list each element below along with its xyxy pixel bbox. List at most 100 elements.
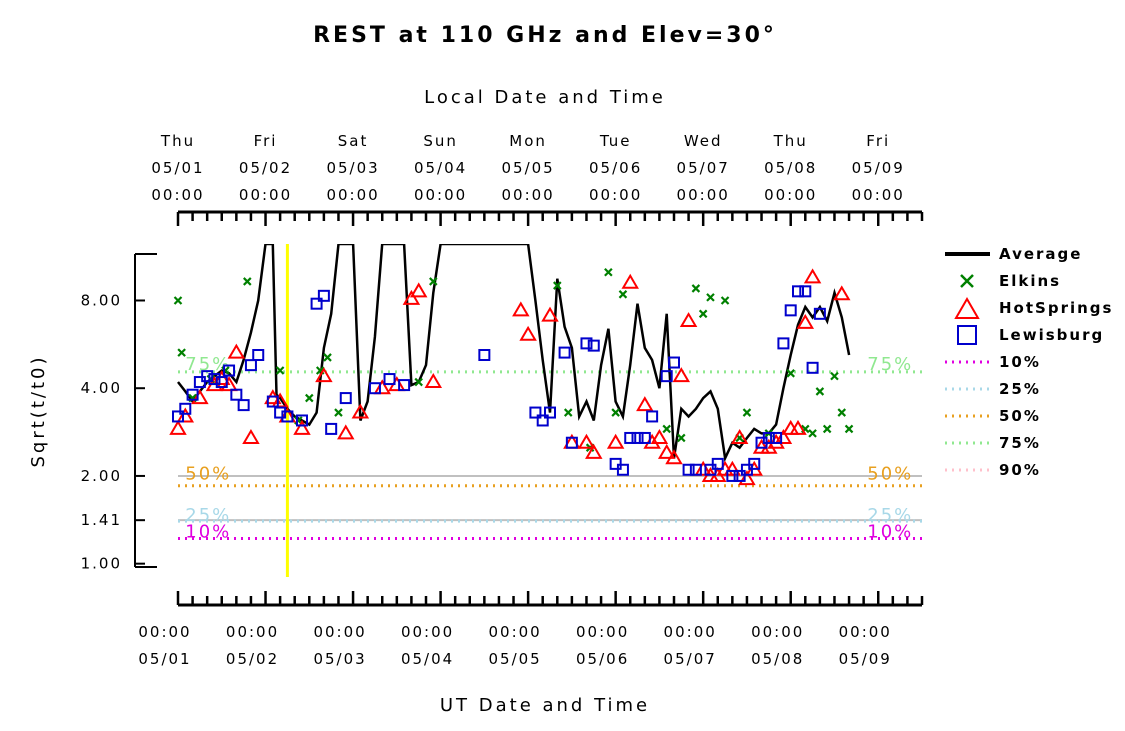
top-tick-label: Mon [509, 132, 547, 150]
y-tick-label: 8.00 [81, 291, 122, 309]
top-tick-label: Tue [599, 132, 632, 150]
elkins-point [177, 348, 186, 357]
top-tick-label: 00:00 [852, 186, 905, 204]
lewisburg-point [565, 436, 578, 449]
series-group [169, 244, 854, 486]
bottom-tick-label: 05/02 [226, 650, 279, 668]
hotsprings-point [337, 424, 355, 440]
top-tick-label: 05/09 [852, 159, 905, 177]
hotsprings-point [409, 282, 428, 298]
hotsprings-point [220, 376, 238, 392]
y-tick-label: 1.41 [81, 511, 122, 529]
hotsprings-point [694, 460, 712, 476]
y-axis-label: Sqrt(t/t0) [28, 355, 49, 468]
elkins-point [742, 408, 752, 417]
elkins-point [604, 267, 613, 277]
hotsprings-point [606, 433, 625, 449]
top-tick-label: 00:00 [589, 186, 642, 204]
top-tick-label: Wed [684, 132, 723, 150]
legend-item: Lewisburg [957, 325, 1102, 345]
lewisburg-point [478, 349, 491, 362]
hotsprings-point [373, 379, 391, 395]
elkins-point [691, 284, 701, 293]
hotsprings-point [315, 367, 333, 383]
elkins-point [830, 371, 839, 381]
hotsprings-point [585, 443, 603, 459]
top-tick-label: Thu [773, 132, 808, 150]
lewisburg-point [631, 431, 644, 444]
hotsprings-point [796, 313, 815, 329]
hotsprings-point [213, 370, 231, 386]
top-tick-label: 00:00 [151, 186, 204, 204]
legend-swatch-triangle [954, 297, 980, 319]
elkins-point [706, 293, 715, 302]
bottom-tick-label: 05/06 [576, 650, 629, 668]
hotsprings-point [803, 268, 822, 284]
top-tick-label: 00:00 [764, 186, 817, 204]
legend-label: 25% [999, 380, 1041, 398]
percentile-label: 75% [867, 354, 913, 375]
legend-label: 10% [999, 353, 1041, 371]
top-tick-label: 00:00 [239, 186, 292, 204]
lewisburg-point [281, 410, 294, 423]
lewisburg-point [762, 431, 775, 444]
lewisburg-point [784, 304, 797, 317]
elkins-point [323, 353, 332, 362]
elkins-point [822, 424, 832, 434]
legend-label: HotSprings [999, 299, 1113, 317]
top-tick-label: Thu [160, 132, 195, 150]
bottom-tick-label: 00:00 [489, 623, 542, 641]
lewisburg-point [711, 457, 724, 470]
lewisburg-point [237, 399, 250, 412]
hotsprings-point [665, 449, 683, 465]
top-tick-label: 05/07 [677, 159, 730, 177]
lewisburg-point [748, 457, 761, 470]
elkins-point [786, 369, 795, 378]
bottom-tick-label: 00:00 [401, 623, 454, 641]
hotsprings-point [767, 433, 785, 449]
lewisburg-point [624, 431, 637, 444]
elkins-point [429, 277, 438, 286]
elkins-point [618, 290, 628, 299]
elkins-point [334, 408, 343, 417]
lewisburg-point [296, 414, 308, 427]
top-tick-label: 05/01 [151, 159, 204, 177]
chart-title: REST at 110 GHz and Elev=30° [313, 23, 777, 48]
hotsprings-point [191, 389, 209, 405]
lewisburg-point [368, 382, 381, 395]
bottom-tick-label: 00:00 [751, 623, 804, 641]
elkins-point [662, 424, 671, 434]
hotsprings-point [650, 428, 669, 444]
lewisburg-point [223, 364, 236, 377]
hotsprings-point [169, 419, 187, 435]
lewisburg-point [733, 469, 746, 482]
lewisburg-point [201, 370, 214, 383]
legend-item: HotSprings [954, 297, 1113, 319]
hotsprings-point [636, 396, 654, 412]
hotsprings-point [621, 273, 639, 289]
bottom-tick-label: 05/07 [664, 650, 717, 668]
top-tick-label: Sat [338, 132, 369, 150]
hotsprings-point [723, 460, 742, 476]
bottom-tick-label: 00:00 [839, 623, 892, 641]
legend-item: Elkins [960, 272, 1061, 290]
legend-item: 10% [945, 353, 1041, 371]
lewisburg-point [646, 410, 659, 423]
percentile-label: 25% [867, 505, 913, 526]
bottom-tick-label: 00:00 [664, 623, 717, 641]
hotsprings-point [424, 373, 443, 389]
hotsprings-point [760, 438, 778, 454]
lewisburg-point [536, 414, 549, 427]
elkins-point [677, 433, 686, 443]
percentile-label: 50% [185, 463, 231, 484]
top-tick-label: Fri [866, 132, 890, 150]
lewisburg-point [274, 406, 287, 419]
legend-label: Elkins [999, 272, 1061, 290]
bottom-tick-label: 00:00 [576, 623, 629, 641]
legend-swatch-x [960, 274, 974, 288]
top-tick-label: 05/02 [239, 159, 292, 177]
hotsprings-point [242, 428, 260, 444]
elkins-point [611, 408, 620, 417]
top-axis-label: Local Date and Time [424, 87, 666, 108]
legend-label: 50% [999, 407, 1041, 425]
